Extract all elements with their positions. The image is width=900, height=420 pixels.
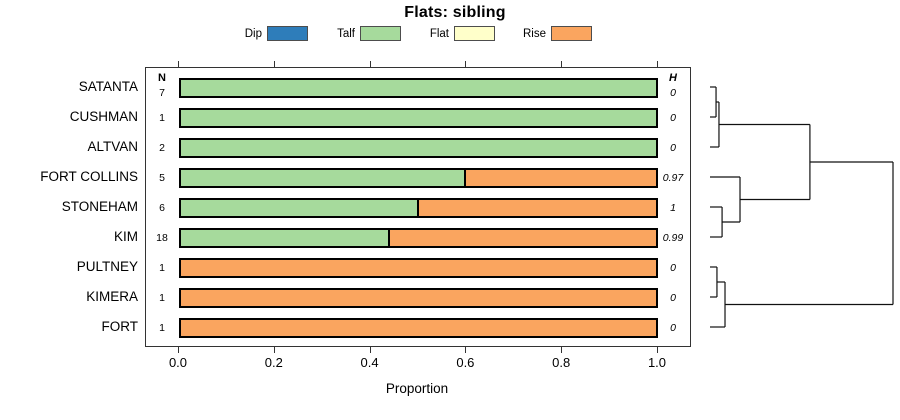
legend-label: Rise xyxy=(522,28,546,40)
plot-box: N H 7 0 1 0 2 0 5 0.97 6 1 18 0.99 1 0 1 0 1 0 xyxy=(145,67,691,347)
x-axis-tick-label: 0.6 xyxy=(456,355,475,370)
n-value: 1 xyxy=(159,112,165,124)
h-value: 0.97 xyxy=(662,172,684,184)
bar-row xyxy=(179,108,658,128)
x-axis-tick-label: 0.8 xyxy=(552,355,571,370)
n-value: 7 xyxy=(159,87,165,99)
x-axis-tick xyxy=(273,347,275,353)
row-label: KIM xyxy=(113,229,138,244)
x-axis-tick-label: 0.4 xyxy=(360,355,379,370)
n-value: 18 xyxy=(156,232,168,244)
segment-talf xyxy=(181,200,419,216)
legend-label: Flat xyxy=(429,28,449,40)
legend-swatch-dip xyxy=(267,26,308,41)
n-value: 5 xyxy=(159,172,165,184)
x-axis-tick xyxy=(561,347,563,353)
x-axis-tick xyxy=(657,347,658,353)
bar-row xyxy=(179,168,658,188)
legend-swatch-rise xyxy=(551,26,592,41)
h-value: 0 xyxy=(670,87,676,99)
h-column-header: H xyxy=(669,72,677,84)
bar-row xyxy=(179,78,658,98)
segment-rise xyxy=(181,320,656,336)
bar-row xyxy=(179,288,658,308)
segment-rise xyxy=(418,200,656,216)
x-axis-tick-label: 0.0 xyxy=(168,355,188,370)
bar-row xyxy=(179,258,658,278)
bar-row xyxy=(179,228,658,248)
n-value: 6 xyxy=(159,202,165,214)
row-label: STONEHAM xyxy=(61,199,138,214)
x-axis-tick-label: 0.2 xyxy=(264,355,283,370)
segment-talf xyxy=(181,80,656,96)
x-axis-tick-top xyxy=(561,61,563,67)
x-axis-tick-top xyxy=(369,61,371,67)
x-axis-title: Proportion xyxy=(385,381,449,396)
row-label: KIMERA xyxy=(86,289,138,304)
h-value: 0 xyxy=(670,292,676,304)
segment-rise xyxy=(466,170,656,186)
h-value: 1 xyxy=(670,202,676,214)
bar-row xyxy=(179,138,658,158)
segment-rise xyxy=(181,260,656,276)
segment-talf xyxy=(181,110,656,126)
n-column-header: N xyxy=(158,72,166,84)
h-value: 0 xyxy=(670,322,676,334)
x-axis-tick-label: 1.0 xyxy=(647,355,667,370)
segment-talf xyxy=(181,170,466,186)
x-axis-tick-top xyxy=(178,61,179,67)
n-value: 2 xyxy=(159,142,165,154)
segment-rise xyxy=(181,290,656,306)
h-value: 0.99 xyxy=(662,232,684,244)
x-axis-tick xyxy=(465,347,467,353)
n-value: 1 xyxy=(159,292,165,304)
row-label: CUSHMAN xyxy=(69,109,138,124)
n-value: 1 xyxy=(159,322,165,334)
row-label: ALTVAN xyxy=(87,139,138,154)
dendrogram xyxy=(710,86,894,328)
legend-swatch-flat xyxy=(454,26,495,41)
n-value: 1 xyxy=(159,262,165,274)
segment-rise xyxy=(390,230,656,246)
legend-label: Talf xyxy=(337,28,355,40)
x-axis-tick-top xyxy=(657,61,658,67)
chart-title: Flats: sibling xyxy=(404,4,506,21)
h-value: 0 xyxy=(670,112,676,124)
x-axis-tick xyxy=(178,347,179,353)
x-axis-tick-top xyxy=(273,61,275,67)
bar-row xyxy=(179,318,658,338)
x-axis-tick xyxy=(369,347,371,353)
row-label: SATANTA xyxy=(78,79,138,94)
h-value: 0 xyxy=(670,142,676,154)
legend-label: Dip xyxy=(244,28,262,40)
segment-talf xyxy=(181,140,656,156)
row-label: FORT COLLINS xyxy=(40,169,138,184)
row-label: FORT xyxy=(101,319,139,334)
legend-swatch-talf xyxy=(360,26,401,41)
h-value: 0 xyxy=(670,262,676,274)
segment-talf xyxy=(181,230,390,246)
x-axis-tick-top xyxy=(465,61,467,67)
bar-row xyxy=(179,198,658,218)
row-label: PULTNEY xyxy=(76,259,138,274)
